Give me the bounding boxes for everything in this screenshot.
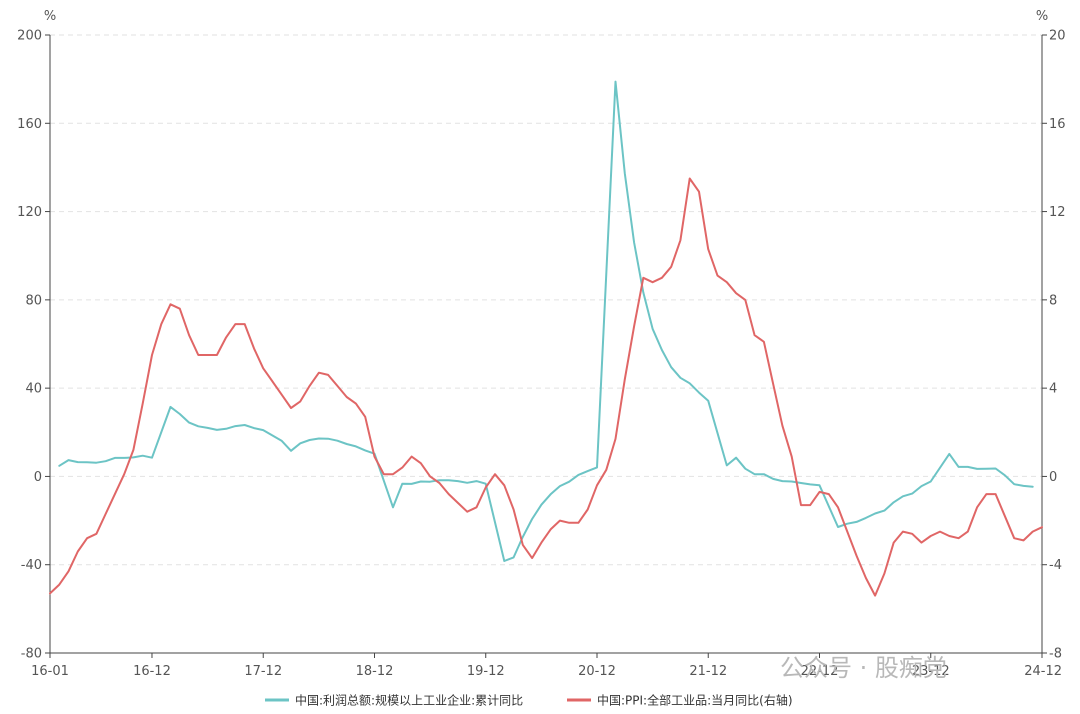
y-left-tick-label: 80 — [25, 293, 42, 308]
y-right-tick-label: 0 — [1049, 470, 1057, 485]
y-right-tick-label: 8 — [1049, 293, 1057, 308]
series-line-1 — [58, 80, 1034, 562]
y-left-tick-label: 0 — [34, 470, 42, 485]
y-left-unit-label: % — [44, 9, 56, 24]
y-left-tick-label: -40 — [21, 558, 42, 573]
watermark-text: 公众号 · 股痴党 — [780, 654, 947, 682]
legend-label-1: 中国:利润总额:规模以上工业企业:累计同比 — [295, 693, 523, 708]
y-right-tick-label: 4 — [1049, 382, 1057, 397]
y-right-tick-label: -8 — [1049, 647, 1062, 662]
x-tick-label: 24-12 — [1024, 664, 1062, 679]
x-tick-label: 16-01 — [31, 664, 69, 679]
series-line-2 — [49, 177, 1043, 597]
x-tick-label: 21-12 — [689, 664, 727, 679]
watermark: 公众号 · 股痴党 — [780, 654, 947, 682]
grid-lines — [50, 34, 1042, 566]
y-left-tick-label: 40 — [25, 382, 42, 397]
x-tick-label: 23-12 — [912, 664, 950, 679]
y-right-tick-label: 20 — [1049, 29, 1066, 44]
x-tick-label: 18-12 — [356, 664, 394, 679]
y-left-tick-label: 200 — [17, 29, 42, 44]
x-tick-label: 16-12 — [133, 664, 171, 679]
x-tick-label: 19-12 — [467, 664, 505, 679]
legend-label-2: 中国:PPI:全部工业品:当月同比(右轴) — [597, 693, 793, 708]
y-right-tick-label: 12 — [1049, 205, 1066, 220]
y-left-tick-label: -80 — [21, 647, 42, 662]
x-tick-label: 20-12 — [578, 664, 616, 679]
y-right-tick-label: -4 — [1049, 558, 1062, 573]
legend: 中国:利润总额:规模以上工业企业:累计同比 中国:PPI:全部工业品:当月同比(右… — [265, 693, 793, 708]
x-tick-label: 17-12 — [244, 664, 282, 679]
y-right-tick-label: 16 — [1049, 117, 1066, 132]
series-lines — [49, 80, 1043, 597]
x-tick-label: 22-12 — [801, 664, 839, 679]
y-left-tick-label: 160 — [17, 117, 42, 132]
y-right-unit-label: % — [1036, 9, 1048, 24]
y-left-tick-label: 120 — [17, 205, 42, 220]
